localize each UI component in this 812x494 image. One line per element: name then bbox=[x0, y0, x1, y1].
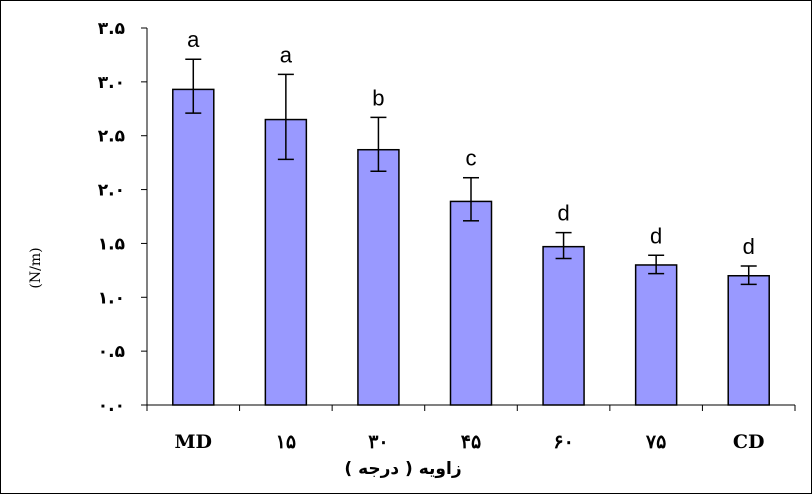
y-tick-label: ۰.۵ bbox=[98, 342, 125, 362]
y-tick-label: ۱.۵ bbox=[98, 234, 125, 254]
bar-3 bbox=[357, 148, 400, 406]
y-tick-label: ۳.۵ bbox=[98, 19, 125, 39]
x-tick-label: MD bbox=[175, 431, 213, 453]
significance-label: b bbox=[372, 85, 384, 110]
bar-4 bbox=[449, 200, 493, 406]
y-axis-title: (N/m) bbox=[28, 247, 44, 288]
y-tick-label: ۲.۰ bbox=[98, 181, 125, 201]
bar-7 bbox=[727, 274, 770, 406]
x-tick-label: ۳۰ bbox=[368, 431, 388, 453]
significance-label: d bbox=[743, 234, 755, 259]
y-tick-label: ۱.۰ bbox=[98, 288, 125, 308]
significance-label: a bbox=[187, 27, 200, 52]
bar-6 bbox=[634, 264, 678, 406]
bar-5 bbox=[542, 245, 585, 406]
x-tick-label: CD bbox=[733, 431, 765, 453]
bar-2 bbox=[264, 118, 308, 406]
significance-label: d bbox=[650, 223, 662, 248]
x-tick-label: ۶۰ bbox=[553, 431, 573, 453]
significance-label: d bbox=[557, 201, 569, 226]
x-tick-label: ۱۵ bbox=[276, 431, 296, 453]
significance-label: c bbox=[466, 146, 477, 171]
x-tick-label: ۷۵ bbox=[645, 431, 666, 453]
y-tick-label: ۳.۰ bbox=[98, 73, 125, 93]
y-tick-label: ۲.۵ bbox=[98, 127, 125, 147]
bar-1 bbox=[172, 88, 215, 406]
y-tick-label: ۰.۰ bbox=[98, 396, 125, 416]
x-tick-label: ۴۵ bbox=[461, 431, 481, 453]
significance-label: a bbox=[280, 42, 293, 67]
x-axis-title: زاویه ( درجه ) bbox=[344, 459, 461, 479]
